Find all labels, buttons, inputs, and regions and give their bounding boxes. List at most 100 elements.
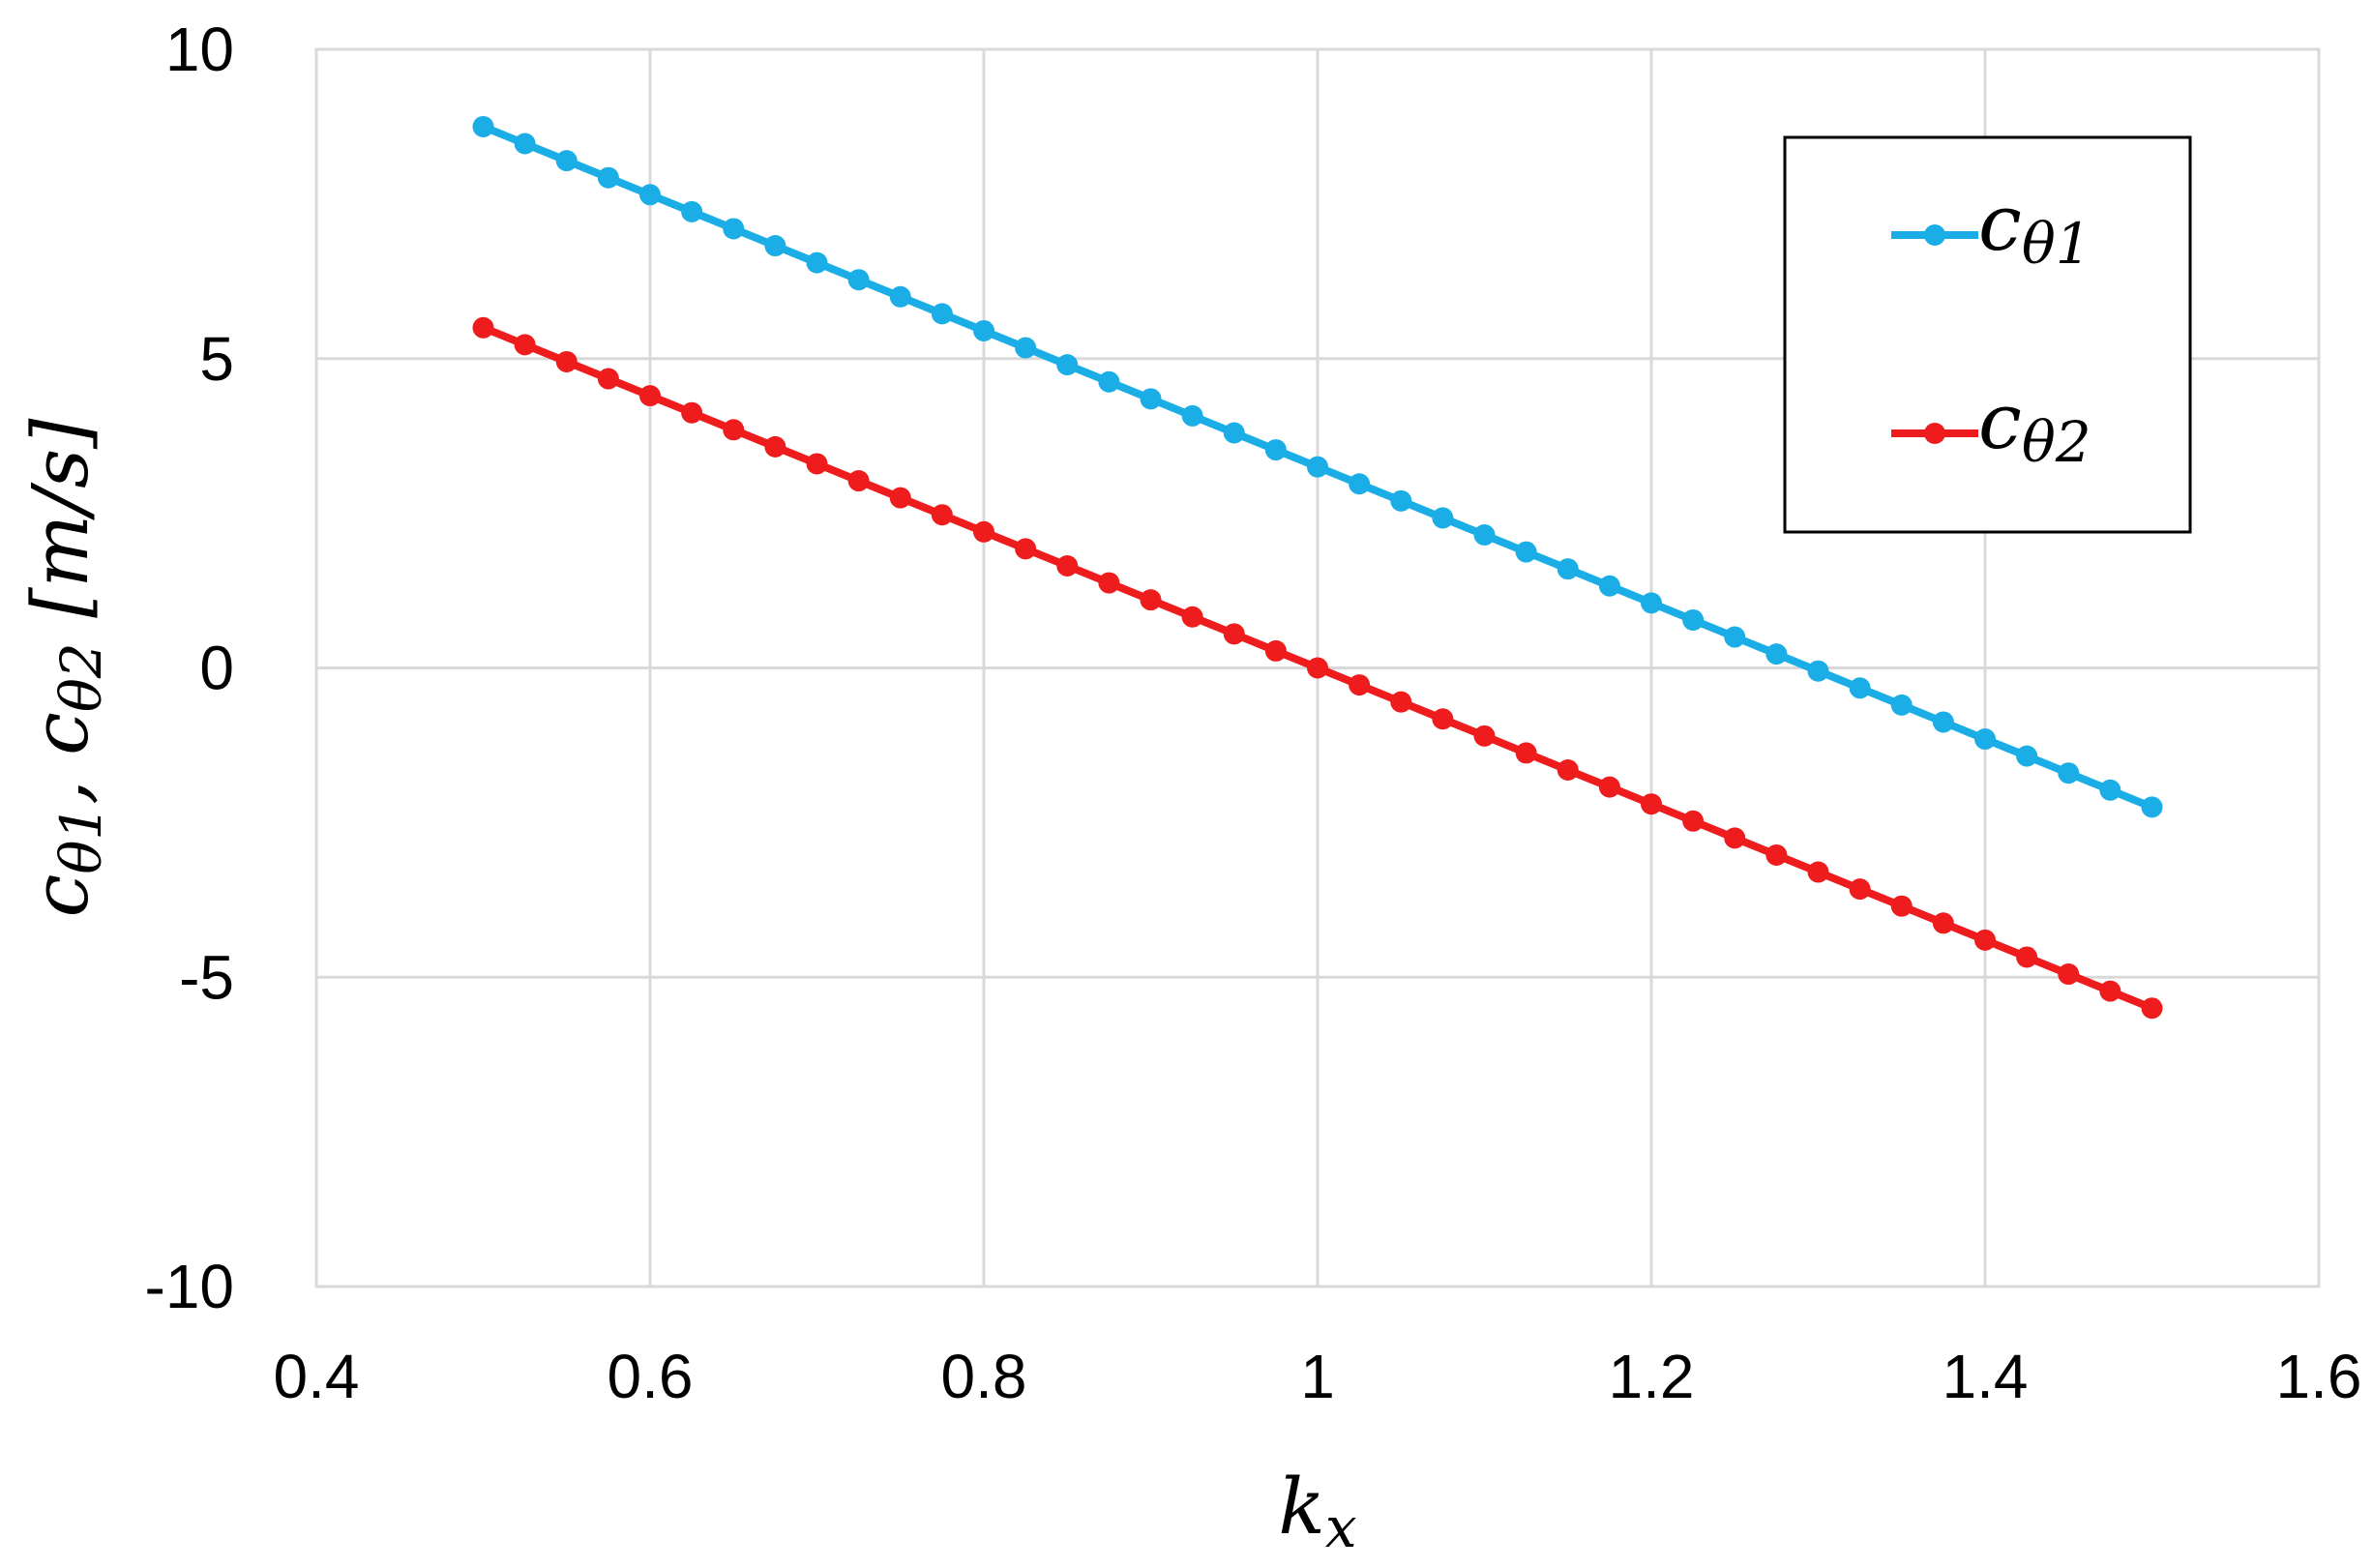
series-2-point (847, 470, 870, 492)
series-2-point (889, 487, 911, 509)
series-2-point (1390, 691, 1412, 713)
y-axis-title-unit: [m/s] (15, 418, 105, 643)
legend-marker-2 (1924, 423, 1945, 444)
series-1-point (931, 303, 953, 325)
x-axis-title-base: k (1278, 1462, 1324, 1552)
series-1-point (2016, 745, 2038, 767)
series-1-point (1765, 643, 1788, 666)
legend-entry-1: cθ1 (1891, 178, 2091, 277)
series-2 (472, 316, 2163, 1020)
series-2-point (2099, 980, 2121, 1002)
series-2-point (2058, 963, 2080, 986)
legend-entry-2: cθ2 (1891, 376, 2091, 475)
series-1-point (1223, 422, 1245, 444)
y-tick-label: 5 (199, 324, 234, 394)
series-2-point (1890, 895, 1913, 917)
plot-area-frame (314, 47, 2321, 1288)
x-tick-label: 0.4 (274, 1342, 360, 1411)
series-2-point (639, 385, 661, 407)
series-2-point (1765, 843, 1788, 866)
series-1-point (681, 200, 703, 222)
x-tick-label: 1.2 (1609, 1342, 1695, 1411)
series-1-point (723, 218, 745, 240)
series-2-point (1223, 623, 1245, 645)
series-1-point (1557, 558, 1579, 580)
series-2-point (681, 401, 703, 424)
series-2-point (1015, 538, 1037, 560)
legend-label-sub: θ2 (2022, 409, 2091, 475)
y-axis-title-sub-2: θ2 (48, 642, 114, 712)
y-axis-title-base-2: c (15, 712, 105, 755)
legend-box (1783, 135, 2192, 534)
series-2-point (597, 368, 619, 390)
series-2-point (1473, 725, 1496, 747)
x-tick-label: 0.8 (941, 1342, 1027, 1411)
series-2-point (1181, 606, 1203, 628)
series-1-point (764, 235, 786, 257)
series-1-point (1181, 404, 1203, 427)
series-1-point (973, 319, 994, 341)
series-2-point (1056, 554, 1079, 577)
x-tick-label: 0.6 (608, 1342, 694, 1411)
series-2-point (1724, 827, 1746, 849)
x-axis-title-sub: x (1325, 1494, 1357, 1560)
series-1-point (1390, 489, 1412, 512)
series-1-point (1264, 439, 1287, 461)
series-2-point (1098, 572, 1120, 594)
x-tick-label: 1 (1300, 1342, 1335, 1411)
series-1-point (472, 115, 494, 137)
series-1-point (597, 166, 619, 189)
series-1-point (1473, 524, 1496, 547)
series-2-point (931, 504, 953, 526)
series-1-point (1932, 711, 1954, 733)
legend-label-base: c (1978, 178, 2022, 268)
legend-label-1: cθ1 (1978, 178, 2091, 277)
y-axis-title-base-1: c (15, 874, 105, 918)
series-2-point (1349, 674, 1371, 696)
series-1-point (847, 269, 870, 291)
series-1-point (1890, 694, 1913, 716)
series-2-point (806, 453, 828, 475)
series-1-point (1307, 456, 1328, 478)
series-2-point (973, 520, 994, 543)
series-1-point (1098, 370, 1120, 393)
y-tick-label: -5 (179, 942, 234, 1012)
y-tick-label: 0 (199, 634, 234, 703)
series-2-point (1432, 708, 1454, 730)
y-axis-title: cθ1, cθ2 [m/s] (15, 418, 114, 918)
series-1-point (1641, 592, 1662, 614)
series-2-point (1598, 776, 1620, 798)
series-2-point (1557, 759, 1579, 782)
series-1-point (1515, 541, 1537, 563)
series-1-point (2099, 779, 2121, 801)
x-tick-label: 1.6 (2276, 1342, 2362, 1411)
legend-label-sub: θ1 (2022, 211, 2091, 277)
y-tick-label: -10 (145, 1252, 235, 1321)
series-1-point (1140, 388, 1162, 410)
data-series (472, 115, 2163, 1020)
legend-label-base: c (1978, 376, 2022, 466)
series-2-point (1807, 861, 1829, 883)
series-2-point (514, 334, 536, 356)
y-axis-title-separator: , (15, 755, 105, 805)
series-1-point (1056, 354, 1079, 376)
series-1-point (555, 150, 578, 172)
series-2-point (2016, 946, 2038, 968)
series-1-point (889, 285, 911, 308)
series-2-point (764, 435, 786, 458)
series-2-point (1264, 639, 1287, 662)
series-1-point (1724, 626, 1746, 648)
x-axis-tick-labels: 0.4 0.6 0.8 1 1.2 1.4 1.6 (274, 1342, 2362, 1411)
y-axis-title-sub-1: θ1 (48, 805, 114, 874)
series-1-point (639, 184, 661, 206)
series-1 (472, 115, 2163, 818)
series-2-point (1974, 929, 1996, 951)
series-1-point (514, 133, 536, 155)
series-2-point (1307, 657, 1328, 679)
series-2-point (1140, 589, 1162, 611)
legend-marker-1 (1924, 224, 1945, 246)
series-2-point (1849, 878, 1871, 901)
y-axis-tick-labels: -10 -5 0 5 10 (145, 15, 235, 1321)
